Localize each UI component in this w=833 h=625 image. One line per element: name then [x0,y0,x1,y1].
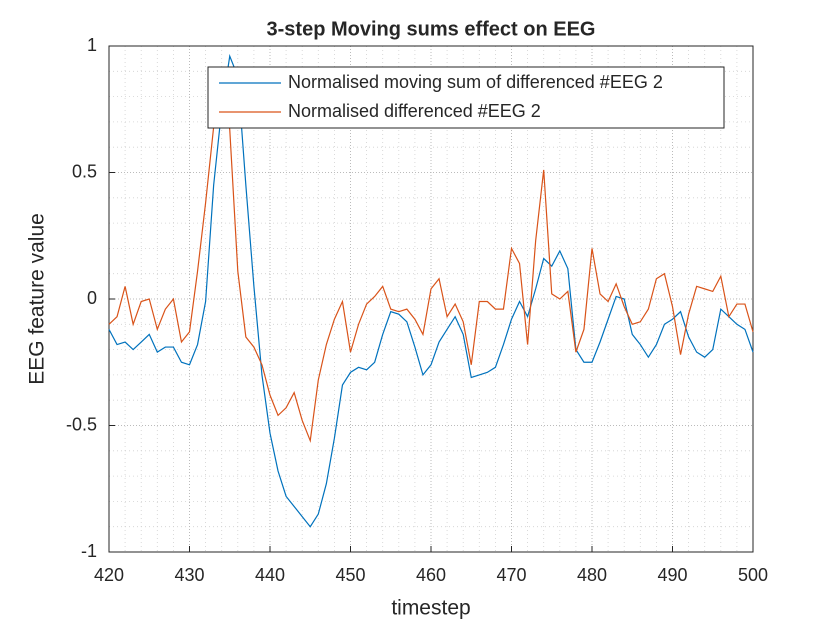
x-tick-label: 440 [255,565,285,585]
chart-title: 3-step Moving sums effect on EEG [267,18,596,40]
legend-box [207,66,725,129]
y-tick-label: 0 [87,288,97,308]
axes-box [108,45,754,553]
y-tick-label: -0.5 [66,414,97,434]
legend-label: Normalised differenced #EEG 2 [288,101,541,121]
x-tick-label: 480 [577,565,607,585]
x-tick-label: 420 [94,565,124,585]
legend-label: Normalised moving sum of differenced #EE… [288,72,663,92]
x-axis-label: timestep [391,597,470,620]
x-tick-label: 470 [496,565,526,585]
x-tick-label: 490 [657,565,687,585]
x-tick-label: 450 [335,565,365,585]
x-tick-label: 430 [174,565,204,585]
x-tick-label: 460 [416,565,446,585]
y-tick-label: -1 [81,541,97,561]
y-axis-label: EEG feature value [26,213,49,385]
y-tick-label: 0.5 [72,161,97,181]
x-tick-label: 500 [738,565,768,585]
data-line [108,53,754,528]
y-tick-label: 1 [87,35,97,55]
